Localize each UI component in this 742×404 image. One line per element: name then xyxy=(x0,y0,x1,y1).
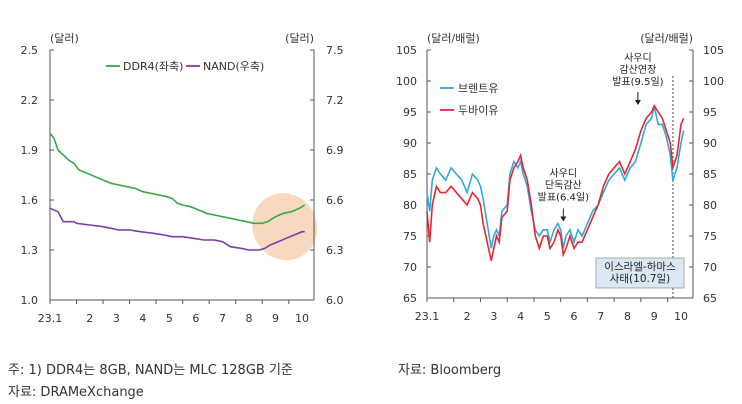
event-label-text: 사태(10.7일) xyxy=(610,272,671,285)
left-tick-label: 90 xyxy=(403,137,417,150)
x-tick-label: 2 xyxy=(86,312,93,325)
left-unit-label: (달러/배럴) xyxy=(427,32,480,45)
right-unit-label: (달러) xyxy=(285,32,314,45)
left-tick-label: 85 xyxy=(403,168,417,181)
right-tick-label: 6.6 xyxy=(326,194,344,207)
series-line-2 xyxy=(49,207,305,251)
x-tick-label: 23.1 xyxy=(38,312,63,325)
x-tick-label: 4 xyxy=(517,310,524,323)
legend-label: 브렌트유 xyxy=(458,82,498,95)
right-tick-label: 70 xyxy=(703,261,717,274)
event-label-text: 이스라엘-하마스 xyxy=(604,260,676,273)
left-tick-label: 100 xyxy=(396,75,417,88)
right-tick-label: 75 xyxy=(703,230,717,243)
series-line-1 xyxy=(49,132,306,225)
x-tick-label: 4 xyxy=(139,312,146,325)
right-tick-label: 95 xyxy=(703,106,717,119)
annotation-text: 발표(9.5일) xyxy=(612,76,663,88)
right-unit-label: (달러/배럴) xyxy=(640,32,693,45)
event-label-box xyxy=(595,257,685,289)
left-tick-label: 2.5 xyxy=(21,44,39,57)
left-tick-label: 95 xyxy=(403,106,417,119)
left-tick-label: 1.6 xyxy=(21,194,39,207)
series-line-1 xyxy=(426,105,685,249)
x-tick-label: 3 xyxy=(113,312,120,325)
legend-label: NAND(우축) xyxy=(203,60,264,73)
x-tick-label: 6 xyxy=(571,310,578,323)
memory-price-chart: 2.5 2.2 1.9 1.6 1.3 1.0 7.5 7.2 6.9 6.6 6.3 6.0 23.1… xyxy=(21,32,344,325)
annotation-arrowhead xyxy=(560,216,567,222)
x-tick-label: 10 xyxy=(674,310,688,323)
x-tick-label: 7 xyxy=(219,312,226,325)
right-tick-label: 105 xyxy=(703,44,724,57)
right-tick-label: 85 xyxy=(703,168,717,181)
right-tick-label: 6.3 xyxy=(326,244,344,257)
x-tick-label: 23.1 xyxy=(415,310,440,323)
left-tick-label: 1.0 xyxy=(21,294,39,307)
source-oil: 자료: Bloomberg xyxy=(398,363,502,378)
annotation-text: 사우디 xyxy=(550,168,578,180)
x-tick-label: 10 xyxy=(295,312,309,325)
series-line-2 xyxy=(426,104,685,261)
left-tick-label: 2.2 xyxy=(21,94,39,107)
left-unit-label: (달러) xyxy=(50,32,79,45)
x-tick-label: 3 xyxy=(490,310,497,323)
source-memory: 자료: DRAMeXchange xyxy=(8,385,144,400)
left-tick-label: 70 xyxy=(403,261,417,274)
annotation-text: 발표(6.4일) xyxy=(538,192,589,204)
x-tick-label: 8 xyxy=(624,310,631,323)
x-tick-label: 6 xyxy=(192,312,199,325)
left-tick-label: 80 xyxy=(403,199,417,212)
right-tick-label: 6.0 xyxy=(326,294,344,307)
x-tick-label: 2 xyxy=(464,310,471,323)
x-tick-label: 5 xyxy=(166,312,173,325)
x-tick-label: 8 xyxy=(245,312,252,325)
right-tick-label: 7.2 xyxy=(326,94,344,107)
right-tick-label: 80 xyxy=(703,199,717,212)
right-tick-label: 90 xyxy=(703,137,717,150)
left-tick-label: 1.9 xyxy=(21,144,39,157)
left-tick-label: 75 xyxy=(403,230,417,243)
x-tick-label: 7 xyxy=(597,310,604,323)
annotation-arrowhead xyxy=(634,100,641,105)
legend-label: 두바이유 xyxy=(458,104,498,117)
left-tick-label: 65 xyxy=(403,292,417,305)
x-tick-label: 9 xyxy=(272,312,279,325)
footnote-memory: 주: 1) DDR4는 8GB, NAND는 MLC 128GB 기준 xyxy=(8,363,293,378)
annotation-text: 사우디 xyxy=(624,52,652,64)
right-tick-label: 65 xyxy=(703,292,717,305)
x-tick-label: 5 xyxy=(544,310,551,323)
highlight-ellipse xyxy=(252,193,318,261)
x-tick-label: 9 xyxy=(651,310,658,323)
right-tick-label: 100 xyxy=(703,75,724,88)
legend-label: DDR4(좌축) xyxy=(123,60,183,73)
right-tick-label: 7.5 xyxy=(326,44,344,57)
left-tick-label: 1.3 xyxy=(21,244,39,257)
annotation-text: 감산연장 xyxy=(619,64,656,76)
left-tick-label: 105 xyxy=(396,44,417,57)
right-tick-label: 6.9 xyxy=(326,144,344,157)
annotation-text: 단독감산 xyxy=(545,180,582,192)
